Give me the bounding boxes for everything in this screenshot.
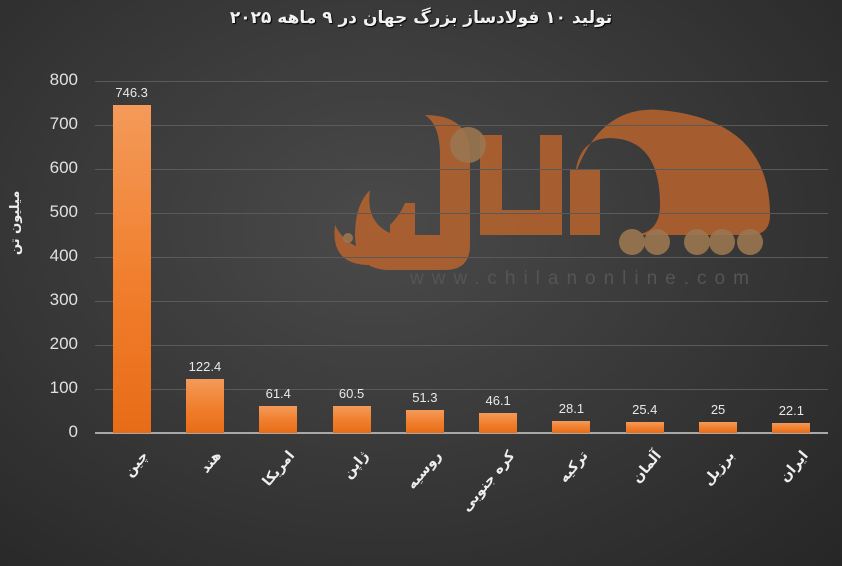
data-label: 22.1: [778, 403, 804, 419]
gridline: [95, 301, 828, 302]
data-label: 51.3: [412, 390, 438, 406]
bar-1: [185, 379, 224, 433]
gridline: [95, 169, 828, 170]
x-tick-label: هند: [197, 448, 226, 477]
gridline: [95, 257, 828, 258]
bar-9: [772, 423, 811, 433]
chart-title: تولید ۱۰ فولادساز بزرگ جهان در ۹ ماهه ۲۰…: [229, 8, 613, 28]
gridline: [95, 125, 828, 126]
y-tick-label: 400: [49, 246, 78, 265]
bar-8: [699, 422, 738, 433]
y-tick-label: 300: [49, 290, 78, 309]
data-label: 46.1: [485, 392, 511, 408]
y-tick-label: 100: [49, 378, 78, 397]
bar-7: [625, 421, 664, 433]
x-tick-label: آلمان: [629, 448, 666, 487]
y-tick-label: 500: [49, 202, 78, 221]
gridline: [95, 81, 828, 82]
bar-5: [479, 412, 518, 433]
bar-2: [259, 405, 298, 433]
x-tick-label: کره جنوبی: [458, 448, 519, 515]
data-label: 25: [710, 402, 726, 417]
gridline: [95, 345, 828, 346]
data-label: 25.4: [632, 401, 658, 417]
watermark-url: www.chilanonline.com: [410, 268, 757, 289]
plot-area: 746.3 122.4 61.4 60.5 51.3 46.1 28.1 25.4 25 22.1: [95, 81, 828, 434]
bar-4: [405, 410, 444, 433]
y-tick-label: 700: [49, 114, 78, 133]
x-tick-label: ژاپن: [339, 448, 372, 482]
x-tick-label: ترکیه: [556, 448, 592, 487]
y-tick-label: 0: [68, 422, 78, 441]
data-label: 746.3: [115, 84, 148, 100]
gridline: [95, 389, 828, 390]
bar-3: [332, 406, 371, 433]
bar-6: [552, 420, 591, 433]
y-tick-label: 800: [49, 70, 78, 89]
y-tick-label: 600: [49, 158, 78, 177]
x-tick-label: ایران: [776, 448, 812, 486]
x-tick-label: روسیه: [404, 448, 446, 493]
gridline: [95, 213, 828, 214]
y-tick-label: 200: [49, 334, 78, 353]
data-label: 122.4: [188, 359, 222, 375]
bar-0: [112, 104, 151, 433]
data-label: 60.5: [338, 386, 365, 402]
y-axis-label: میلیون تن: [8, 190, 23, 255]
data-label: 61.4: [265, 385, 291, 401]
x-tick-label: امریکا: [259, 448, 299, 490]
x-axis-line: [95, 432, 828, 434]
x-tick-label: چین: [121, 448, 152, 481]
data-label: 28.1: [558, 400, 585, 416]
x-tick-label: برزیل: [700, 448, 739, 489]
